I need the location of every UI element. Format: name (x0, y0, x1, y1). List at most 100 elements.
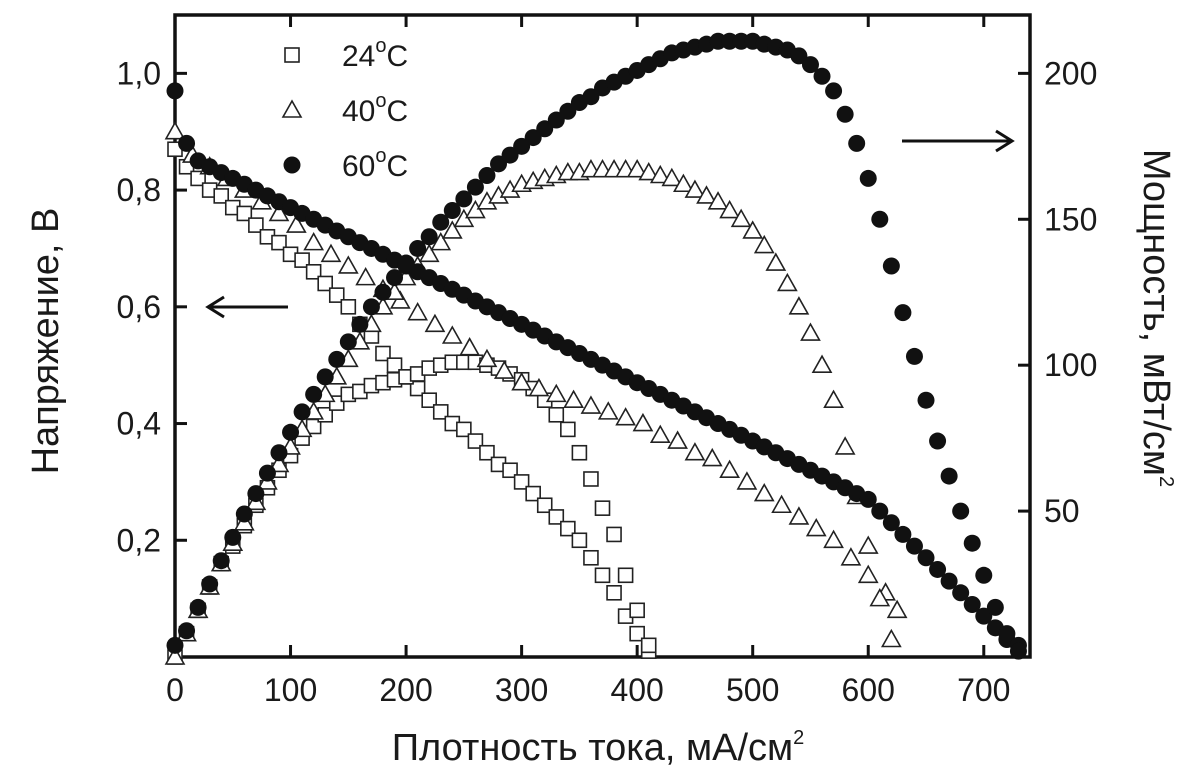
data-point (882, 514, 900, 532)
data-point (339, 333, 357, 351)
data-point (594, 500, 611, 516)
data-point (696, 185, 717, 204)
y-right-tick-label: 50 (1044, 493, 1080, 529)
data-point (753, 234, 775, 254)
data-point (424, 313, 446, 333)
data-point (615, 407, 636, 426)
data-point (247, 485, 265, 503)
data-point (351, 315, 369, 333)
data-point (638, 161, 660, 181)
legend-item: 40oC (281, 90, 408, 128)
data-point (929, 560, 947, 578)
data-point (164, 646, 186, 665)
data-point (305, 263, 322, 280)
data-point (386, 269, 404, 287)
data-point (456, 421, 472, 438)
data-point (559, 102, 577, 120)
data-point (536, 120, 554, 138)
data-point (582, 88, 600, 106)
data-point (640, 637, 657, 654)
data-point (545, 383, 567, 403)
data-point (673, 173, 694, 193)
data-point (765, 252, 787, 271)
data-point (882, 257, 900, 275)
data-point (235, 505, 253, 523)
data-point (407, 302, 429, 321)
data-point (869, 588, 891, 607)
legend-label: 60oC (342, 145, 408, 183)
data-point (975, 566, 993, 584)
legend-label: 24oC (342, 35, 408, 73)
data-point (859, 169, 877, 187)
data-point (441, 220, 463, 239)
legend-marker (284, 47, 300, 63)
x-tick-label: 700 (957, 672, 1010, 708)
legend: 24oC 40oC 60oC (281, 35, 408, 183)
y-left-tick-label: 0,4 (117, 406, 161, 442)
y-left-tick-label: 1,0 (117, 55, 161, 91)
data-point (397, 254, 415, 272)
data-point (684, 179, 706, 198)
legend-marker (281, 99, 303, 118)
data-point (823, 529, 844, 549)
x-axis-ticks: 0 100 200 300 400 500 600 700 (166, 15, 1010, 708)
data-point (466, 178, 484, 196)
data-point (501, 146, 519, 164)
data-point (894, 525, 912, 543)
series-filled-circle-left (166, 82, 1027, 654)
right-arrow (902, 129, 1015, 153)
data-point (606, 526, 622, 543)
data-point (409, 239, 427, 257)
series-open-triangle-left (164, 121, 908, 619)
y-left-axis-title: Напряжение, В (25, 208, 67, 475)
data-point (236, 205, 253, 222)
data-point (730, 208, 752, 228)
data-point (536, 497, 553, 514)
data-point (736, 471, 758, 490)
data-point (524, 129, 542, 147)
y-right-tick-label: 150 (1044, 201, 1097, 237)
data-point (285, 214, 307, 233)
data-point (525, 485, 541, 502)
data-point (328, 350, 346, 368)
data-point (340, 299, 357, 315)
data-point (776, 272, 798, 292)
x-tick-label: 200 (379, 672, 432, 708)
data-point (294, 252, 310, 268)
data-point (857, 564, 879, 584)
data-point (493, 360, 515, 379)
data-point (421, 392, 437, 409)
data-point (975, 607, 993, 625)
data-point (823, 389, 844, 409)
data-point (753, 482, 775, 502)
data-point (813, 67, 831, 85)
data-point (362, 298, 380, 316)
data-point (374, 283, 392, 301)
data-point (940, 467, 958, 485)
data-point (788, 296, 810, 315)
y-left-tick-label: 0,6 (117, 289, 161, 325)
data-point (547, 111, 565, 129)
data-point (320, 243, 342, 263)
data-point (459, 337, 480, 356)
data-point (502, 462, 518, 479)
y-right-axis-ticks: 50 100 150 200 (1018, 55, 1097, 529)
data-point (443, 202, 461, 220)
data-point (905, 347, 923, 365)
data-point (479, 444, 495, 461)
data-point (560, 421, 576, 438)
data-point (166, 82, 184, 100)
data-point (548, 509, 565, 525)
data-point (441, 325, 463, 344)
data-point (583, 471, 599, 487)
data-point (840, 547, 862, 566)
data-point (801, 56, 819, 74)
left-arrow (205, 295, 288, 319)
data-point (418, 243, 440, 263)
data-point (857, 535, 879, 554)
data-point (788, 506, 810, 525)
data-point (805, 517, 827, 537)
data-point (513, 137, 531, 155)
data-point (684, 442, 706, 461)
